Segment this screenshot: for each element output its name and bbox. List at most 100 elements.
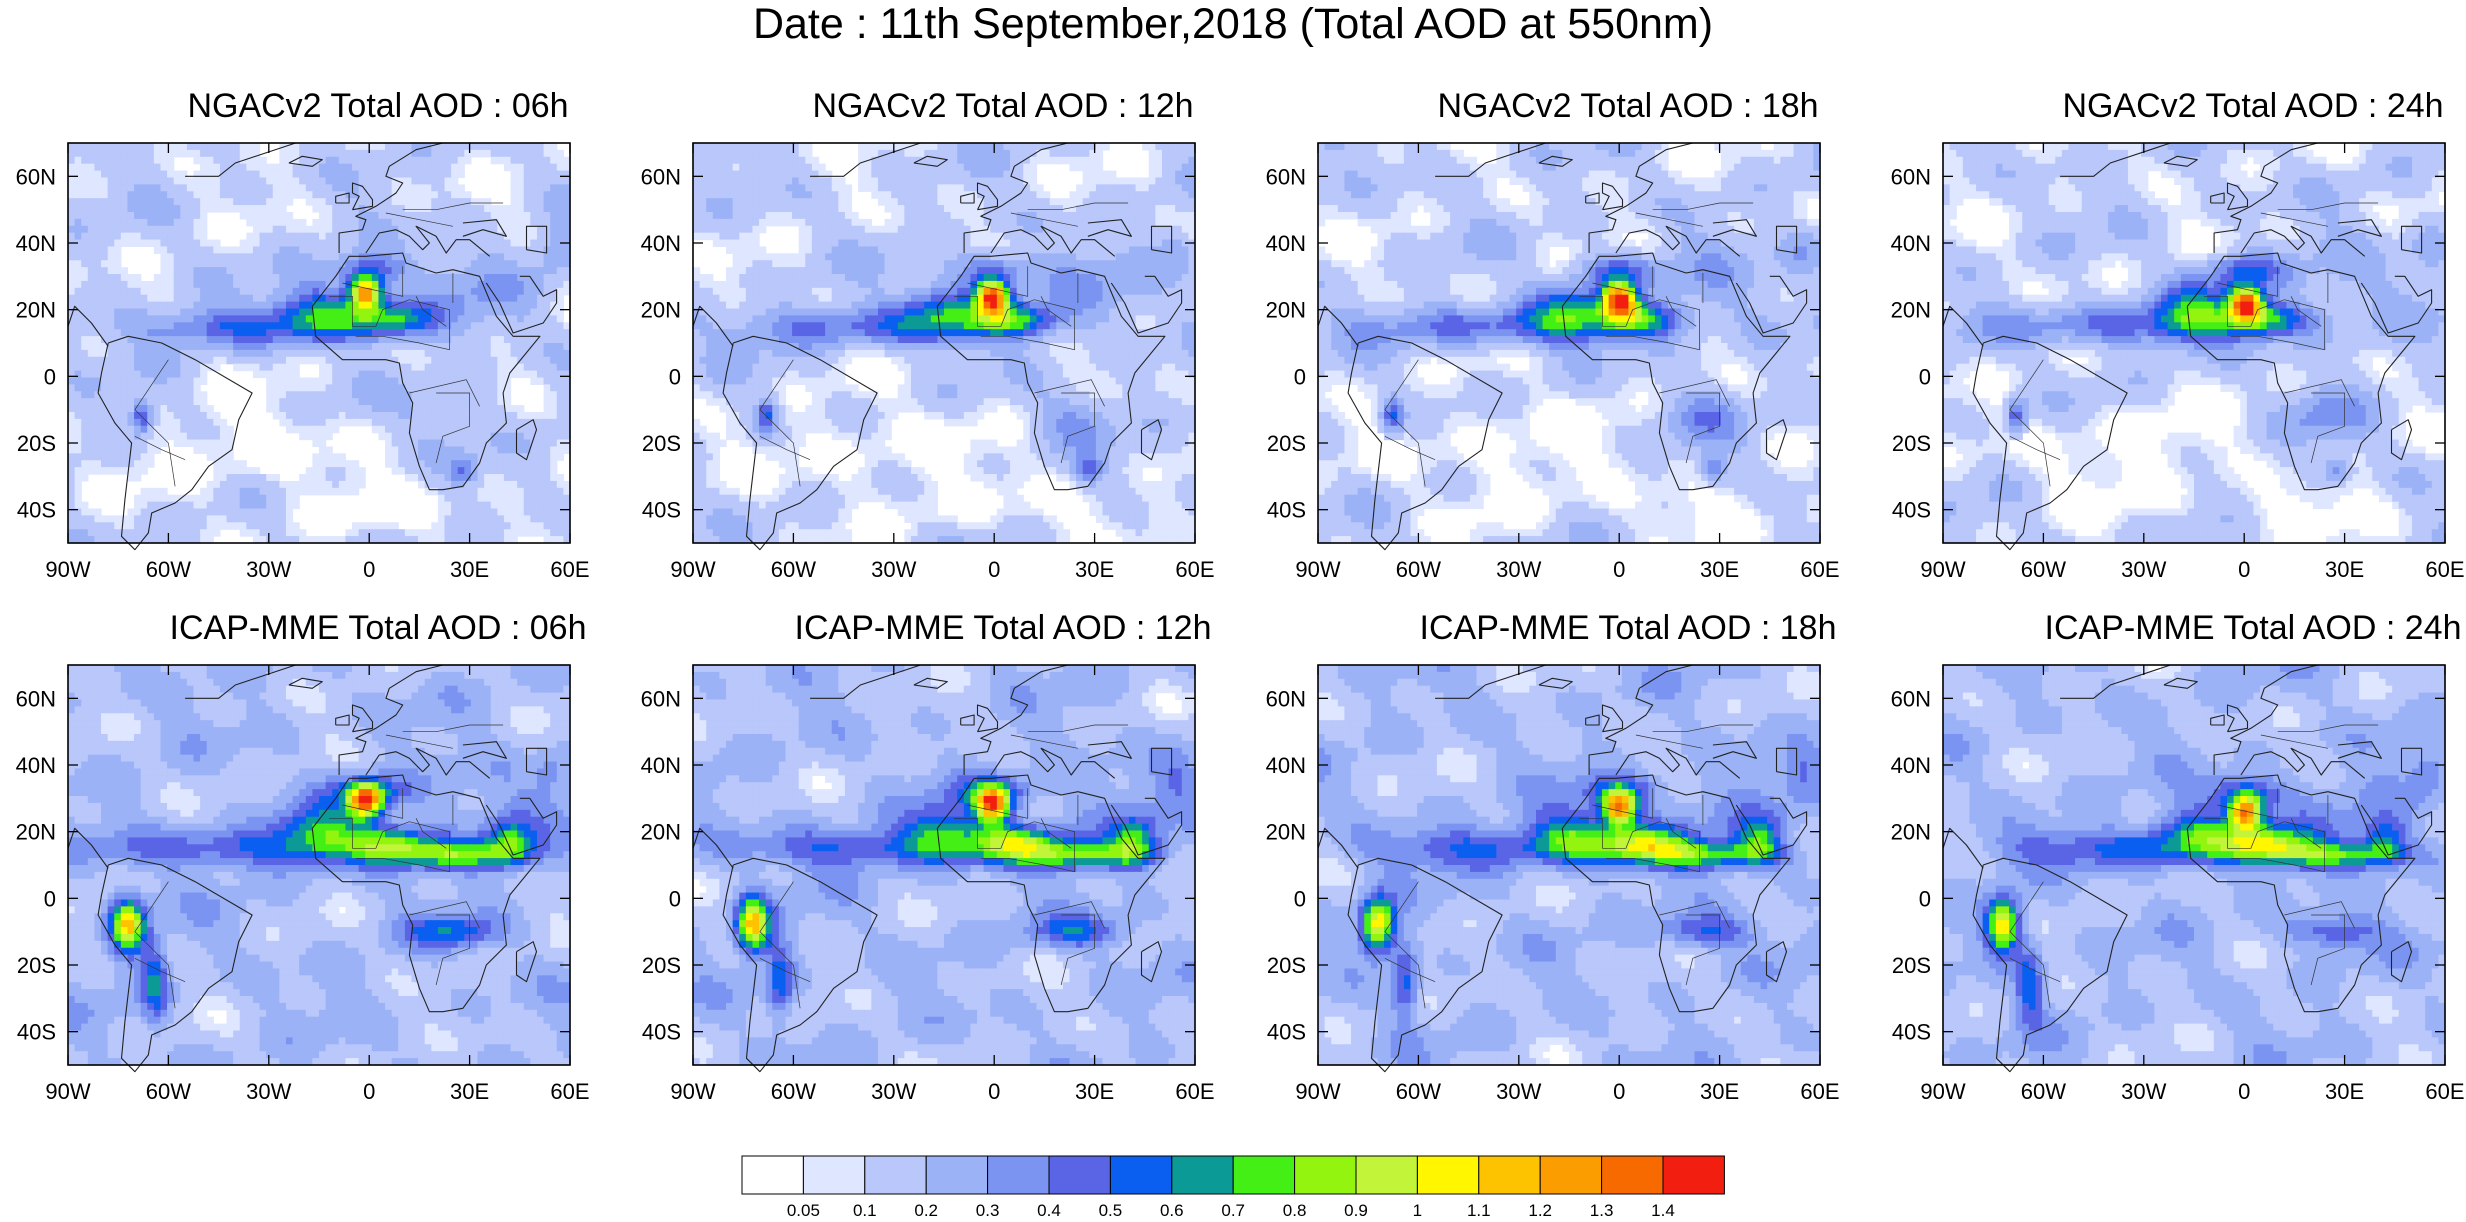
aod-cell <box>464 253 472 261</box>
aod-cell <box>279 218 287 227</box>
aod-cell <box>1109 225 1117 234</box>
aod-cell <box>266 191 274 199</box>
aod-cell <box>378 280 386 289</box>
aod-cell <box>411 163 419 172</box>
aod-cell <box>556 508 564 517</box>
aod-cell <box>917 225 925 234</box>
aod-cell <box>186 239 195 248</box>
aod-cell <box>904 218 912 227</box>
aod-cell <box>279 480 287 489</box>
aod-cell <box>693 163 701 172</box>
aod-cell <box>74 218 82 227</box>
aod-cell <box>437 287 446 296</box>
aod-cell <box>127 405 135 413</box>
aod-cell <box>464 156 472 165</box>
aod-cell <box>497 349 505 358</box>
aod-cell <box>219 439 228 448</box>
aod-cell <box>319 460 327 468</box>
aod-cell <box>398 184 406 192</box>
aod-cell <box>378 301 386 310</box>
aod-cell <box>246 322 254 330</box>
aod-cell <box>338 205 347 213</box>
aod-cell <box>904 232 912 241</box>
aod-cell <box>378 294 386 303</box>
aod-cell <box>1181 211 1189 220</box>
aod-cell <box>285 508 294 517</box>
aod-cell <box>193 191 201 199</box>
aod-cell <box>233 467 241 475</box>
aod-cell <box>543 356 551 365</box>
aod-cell <box>120 398 129 406</box>
aod-cell <box>87 301 96 310</box>
aod-cell <box>1076 218 1084 227</box>
aod-cell <box>1089 163 1097 172</box>
aod-cell <box>226 501 234 510</box>
aod-cell <box>457 343 465 351</box>
aod-cell <box>451 398 459 406</box>
aod-cell <box>451 439 459 448</box>
aod-cell <box>937 170 945 179</box>
aod-cell <box>299 163 307 172</box>
aod-cell <box>94 432 102 441</box>
aod-cell <box>693 191 701 199</box>
aod-cell <box>1188 170 1196 179</box>
aod-cell <box>371 377 380 385</box>
aod-cell <box>924 232 932 241</box>
aod-cell <box>239 294 247 303</box>
aod-cell <box>530 336 538 344</box>
aod-cell <box>523 425 531 434</box>
aod-cell <box>226 301 234 310</box>
aod-cell <box>1122 225 1130 234</box>
aod-cell <box>338 343 347 351</box>
aod-cell <box>536 411 545 420</box>
aod-cell <box>94 143 102 151</box>
aod-cell <box>272 239 280 248</box>
aod-cell <box>944 211 952 220</box>
aod-cell <box>424 156 432 165</box>
aod-cell <box>424 370 432 379</box>
aod-cell <box>930 198 938 206</box>
aod-cell <box>411 315 419 323</box>
aod-cell <box>292 494 300 503</box>
aod-cell <box>285 501 294 510</box>
aod-cell <box>365 232 373 241</box>
aod-cell <box>305 184 313 192</box>
aod-cell <box>219 143 228 151</box>
aod-cell <box>510 529 518 537</box>
aod-cell <box>523 329 531 337</box>
aod-cell <box>213 315 221 323</box>
aod-cell <box>200 425 208 434</box>
aod-cell <box>160 343 168 351</box>
aod-cell <box>160 163 168 172</box>
aod-cell <box>884 205 892 213</box>
aod-cell <box>68 343 76 351</box>
aod-cell <box>530 315 538 323</box>
aod-cell <box>490 480 498 489</box>
aod-cell <box>957 149 965 158</box>
aod-cell <box>1062 143 1071 151</box>
aod-cell <box>81 184 89 192</box>
aod-cell <box>107 225 115 234</box>
aod-cell <box>371 198 380 206</box>
aod-cell <box>319 239 327 248</box>
aod-cell <box>391 205 399 213</box>
aod-cell <box>180 253 188 261</box>
aod-cell <box>530 494 538 503</box>
aod-cell <box>1102 191 1110 199</box>
aod-cell <box>134 356 142 365</box>
aod-cell <box>745 246 754 254</box>
aod-cell <box>259 287 267 296</box>
aod-cell <box>107 211 115 220</box>
aod-cell <box>712 177 721 185</box>
aod-cell <box>226 494 234 503</box>
aod-cell <box>490 377 498 385</box>
aod-cell <box>365 308 373 317</box>
aod-cell <box>259 191 267 199</box>
aod-cell <box>543 460 551 468</box>
aod-cell <box>74 163 82 172</box>
aod-cell <box>831 177 839 185</box>
aod-cell <box>338 156 347 165</box>
aod-cell <box>745 163 754 172</box>
aod-cell <box>536 211 545 220</box>
aod-cell <box>358 336 366 344</box>
